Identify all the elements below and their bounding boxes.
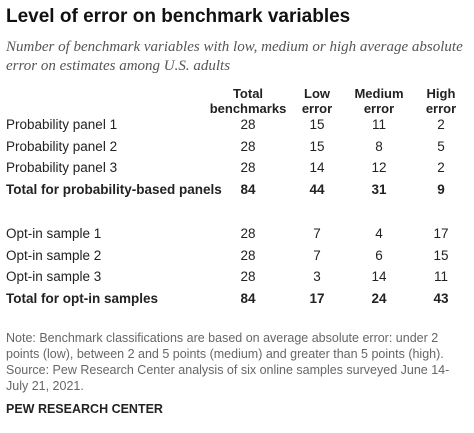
cell: 4	[375, 225, 383, 241]
note: Note: Benchmark classifications are base…	[6, 331, 444, 361]
cell: 2	[437, 160, 445, 176]
cell: 11	[433, 269, 449, 285]
cell: 3	[313, 269, 321, 285]
cell: 5	[437, 138, 445, 154]
total-cell: 44	[309, 182, 325, 198]
cell: 14	[309, 160, 325, 176]
cell: 15	[309, 117, 325, 132]
cell: 28	[240, 225, 256, 241]
cell: 28	[240, 160, 256, 176]
column-header: Medium error	[354, 86, 404, 116]
cell: 7	[313, 247, 321, 263]
cell: 14	[371, 269, 387, 285]
cell: 28	[240, 269, 256, 285]
cell: 11	[371, 117, 387, 132]
cell: 7	[313, 225, 321, 241]
cell: 17	[433, 225, 449, 241]
total-cell: 17	[309, 290, 325, 306]
total-cell: 31	[371, 182, 387, 198]
footer: PEW RESEARCH CENTER	[6, 402, 163, 416]
cell: 28	[240, 117, 256, 132]
cell: 28	[240, 138, 256, 154]
column-header: Low error	[301, 86, 333, 116]
column-header: High error	[425, 86, 457, 116]
total-cell: 84	[240, 290, 256, 306]
cell: 2	[437, 117, 445, 132]
total-cell: 43	[433, 290, 449, 306]
row-label: Opt-in sample 1	[6, 225, 102, 241]
cell: 8	[375, 138, 383, 154]
cell: 28	[240, 247, 256, 263]
total-cell: 9	[437, 182, 445, 198]
cell: 15	[433, 247, 449, 263]
row-label: Opt-in sample 2	[6, 247, 102, 263]
row-label: Probability panel 2	[6, 138, 118, 154]
source: Source: Pew Research Center analysis of …	[6, 363, 450, 393]
total-cell: 24	[371, 290, 387, 306]
total-label: Total for probability-based panels	[6, 182, 222, 198]
title: Level of error on benchmark variables	[6, 6, 351, 27]
row-label: Opt-in sample 3	[6, 269, 102, 285]
cell: 15	[309, 138, 325, 154]
cell: 12	[371, 160, 387, 176]
cell: 6	[375, 247, 383, 263]
subtitle: Number of benchmark variables with low, …	[6, 39, 463, 74]
total-label: Total for opt-in samples	[6, 290, 159, 306]
row-label: Probability panel 3	[6, 160, 118, 176]
total-cell: 84	[240, 182, 256, 198]
column-header: Total benchmarks	[209, 86, 287, 116]
row-label: Probability panel 1	[6, 117, 118, 132]
